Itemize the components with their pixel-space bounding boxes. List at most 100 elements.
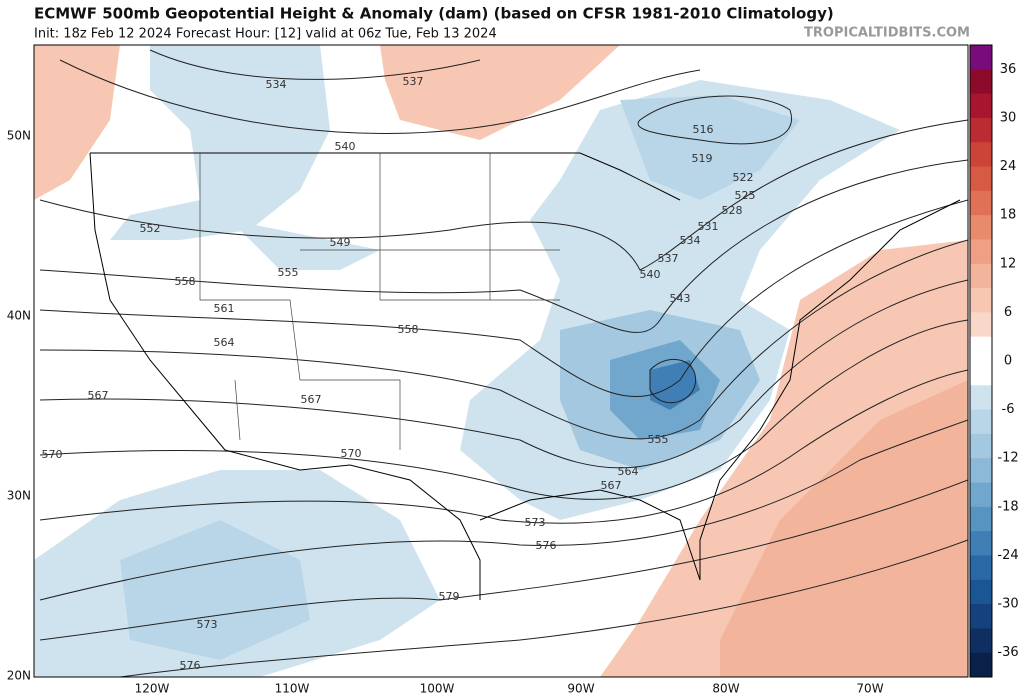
colorbar-segment (970, 361, 992, 386)
colorbar-segment (970, 312, 992, 338)
contour-label: 534 (266, 78, 287, 91)
colorbar-segment (970, 458, 992, 484)
positive-anomaly (720, 380, 968, 677)
contour-label: 576 (536, 539, 557, 552)
colorbar-label: -6 (1002, 402, 1015, 417)
contour (39, 199, 968, 397)
contour (39, 369, 968, 524)
colorbar-segment (970, 482, 992, 508)
contour-label: 564 (618, 465, 639, 478)
positive-anomaly (34, 45, 120, 200)
colorbar-segment (970, 288, 992, 313)
colorbar-label: -30 (997, 597, 1018, 612)
colorbar-label: -24 (997, 548, 1018, 563)
contour (39, 279, 968, 469)
latitude-label: 40N (7, 309, 31, 323)
border (224, 449, 481, 600)
contour (59, 59, 701, 134)
colorbar-segment (970, 93, 992, 119)
height-contours (39, 49, 968, 677)
colorbar-label: -18 (997, 499, 1018, 514)
contour (39, 119, 968, 271)
contour-label: 567 (601, 479, 622, 492)
boundaries (89, 152, 961, 600)
colorbar-segment (970, 555, 992, 581)
state-lines (199, 153, 560, 450)
contour-label: 531 (698, 220, 719, 233)
colorbar-segment (970, 215, 992, 240)
border (90, 152, 681, 201)
contour-label: 573 (197, 618, 218, 631)
colorbar-segment (970, 69, 992, 95)
credit: TROPICALTIDBITS.COM (804, 26, 970, 41)
colorbar-segment (970, 166, 992, 192)
colorbar-segment (970, 336, 992, 362)
longitude-label: 70W (856, 682, 883, 696)
contour-label: 516 (693, 123, 714, 136)
colorbar-segment (970, 531, 992, 556)
contour-label: 552 (140, 222, 161, 235)
contour-label: 537 (403, 75, 424, 88)
colorbar-segment (970, 142, 992, 168)
colorbar-segment (970, 433, 992, 459)
negative-anomaly (230, 220, 380, 270)
colorbar-segment (970, 239, 992, 265)
contour-label: 558 (398, 323, 419, 336)
negative-anomaly (650, 360, 700, 410)
contour (649, 358, 696, 404)
contour-label: 567 (88, 389, 109, 402)
longitude-label: 90W (567, 682, 594, 696)
latitude-label: 30N (7, 489, 31, 503)
longitude-label: 80W (712, 682, 739, 696)
contour-label: 579 (439, 590, 460, 603)
contour (39, 479, 968, 641)
colorbar-segment (970, 45, 992, 70)
contour-label: 537 (658, 252, 679, 265)
contour-label: 525 (735, 189, 756, 202)
longitude-label: 100W (420, 682, 455, 696)
contour (39, 319, 968, 500)
longitude-label: 120W (135, 682, 170, 696)
subtitle: Init: 18z Feb 12 2024 Forecast Hour: [12… (34, 27, 497, 42)
contour-label: 528 (722, 204, 743, 217)
contour-label: 522 (733, 171, 754, 184)
colorbar-segment (970, 628, 992, 654)
colorbar-frame (969, 44, 993, 678)
colorbar-segment (970, 117, 992, 143)
colorbar-label: -36 (997, 645, 1018, 660)
colorbar-segment (970, 190, 992, 216)
colorbar-segment (970, 385, 992, 411)
contour-label: 576 (180, 659, 201, 672)
title: ECMWF 500mb Geopotential Height & Anomal… (34, 5, 834, 23)
contour-label: 558 (175, 275, 196, 288)
colorbar-label: 18 (1000, 208, 1017, 223)
contour-label: 567 (301, 393, 322, 406)
colorbar-segment (970, 579, 992, 605)
colorbar-segment (970, 409, 992, 435)
colorbar-label: 6 (1004, 305, 1012, 320)
colorbar-segment (970, 506, 992, 532)
colorbar-segment (970, 263, 992, 289)
colorbar-label: 36 (1000, 62, 1017, 77)
contour (637, 95, 792, 145)
contour-label: 555 (278, 266, 299, 279)
coastline (479, 199, 961, 581)
contour (39, 419, 968, 601)
colorbar-segment (970, 652, 992, 678)
latitude-label: 50N (7, 129, 31, 143)
colorbar-label: 0 (1004, 354, 1012, 369)
contour-label: 540 (640, 268, 661, 281)
contour-label: 543 (670, 292, 691, 305)
map-frame (33, 44, 969, 678)
contour-label: 561 (214, 302, 235, 315)
contour (39, 159, 968, 333)
coastline (89, 152, 226, 451)
contour (39, 239, 968, 440)
colorbar-label: 12 (1000, 256, 1017, 271)
contour-label: 555 (648, 433, 669, 446)
negative-anomaly (620, 95, 800, 200)
contour-label: 570 (42, 448, 63, 461)
contour (149, 49, 481, 80)
longitude-label: 110W (275, 682, 310, 696)
latitude-label: 20N (7, 669, 31, 683)
